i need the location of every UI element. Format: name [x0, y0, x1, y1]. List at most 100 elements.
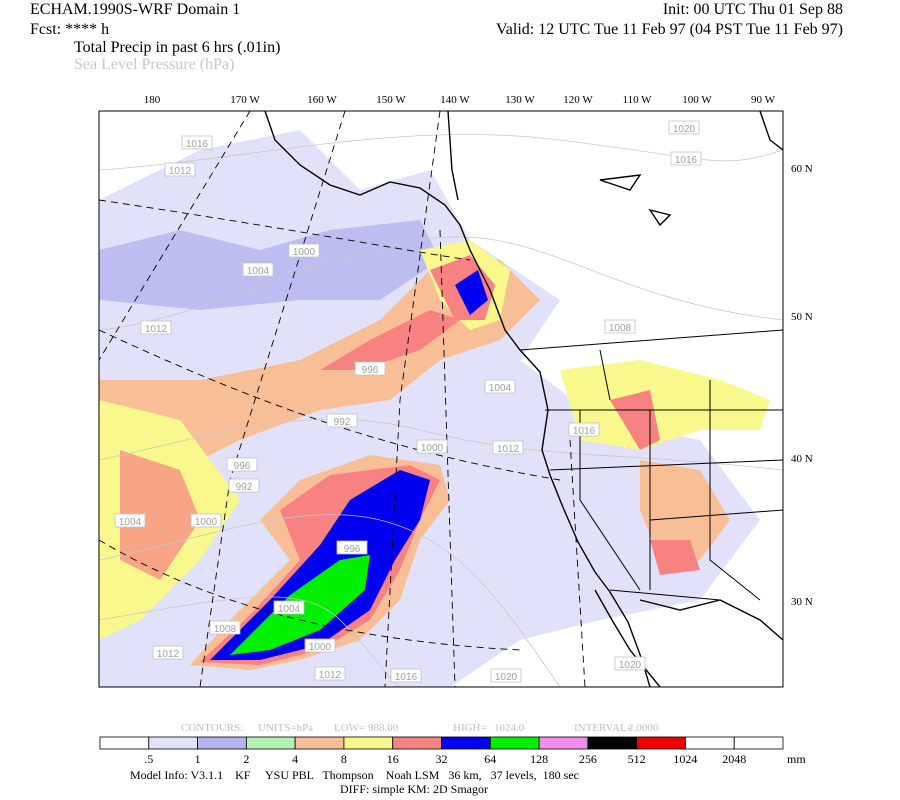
- colorbar-box: [685, 736, 735, 750]
- pressure-label: 1016: [675, 155, 698, 166]
- pressure-label: 1020: [619, 660, 642, 671]
- pressure-label: 1012: [169, 166, 192, 177]
- pressure-label: 1016: [395, 672, 418, 683]
- colorbar-label: 512: [628, 752, 646, 766]
- colorbar-box: [538, 736, 589, 750]
- pressure-label-box: [228, 478, 260, 493]
- colorbar-label: 256: [579, 752, 597, 766]
- pressure-label: 1020: [673, 124, 696, 135]
- colorbar-box: [245, 736, 296, 750]
- pressure-label: 1020: [495, 672, 518, 683]
- pressure-label: 996: [234, 461, 251, 472]
- colorbar-box: [294, 736, 345, 750]
- colorbar-box: [733, 736, 784, 750]
- pressure-label-box: [416, 439, 448, 454]
- colorbar-label: 16: [387, 752, 399, 766]
- pressure-label-box: [390, 668, 422, 683]
- longitude-label: 110 W: [622, 94, 652, 106]
- valid-time: Valid: 12 UTC Tue 11 Feb 97 (04 PST Tue …: [496, 21, 843, 38]
- title: ECHAM.1990S-WRF Domain 1: [30, 1, 240, 18]
- colorbar-box: [197, 736, 247, 750]
- colorbar-label: 32: [436, 752, 448, 766]
- colorbar: .5 1 2 4 8 16 32 64 128 256 512 1024 2048 mm: [99, 736, 806, 766]
- contour-info: CONTOURS: UNITS=hPa LOW= 988.00 HIGH= 10…: [181, 722, 659, 734]
- pressure-label: 1000: [421, 443, 444, 454]
- diff-info: DIFF: simple KM: 2D Smagor: [340, 782, 488, 796]
- contour-info: HIGH=: [453, 722, 487, 734]
- pressure-label-box: [492, 440, 524, 455]
- pressure-label: 992: [334, 417, 351, 428]
- pressure-label-box: [490, 668, 522, 683]
- pressure-label: 1016: [573, 426, 596, 437]
- colorbar-box: [392, 736, 442, 750]
- longitude-label: 100 W: [682, 94, 712, 106]
- pressure-label-box: [288, 243, 320, 258]
- pressure-label-box: [326, 413, 358, 428]
- isobars: [99, 134, 783, 687]
- pressure-label-box: [164, 162, 196, 177]
- longitude-label: 170 W: [230, 94, 260, 106]
- pressure-label-box: [273, 600, 305, 615]
- colorbar-box: [148, 736, 198, 750]
- pressure-label-box: [114, 513, 146, 528]
- pressure-label: 1000: [293, 247, 316, 258]
- field-label: Total Precip in past 6 hrs (.01in): [74, 39, 280, 56]
- forecast-hour: Fcst: **** h: [30, 21, 109, 38]
- model-info: Model Info: V3.1.1 KF YSU PBL Thompson N…: [130, 768, 579, 782]
- pressure-label: 1012: [145, 324, 168, 335]
- colorbar-box: [343, 736, 394, 750]
- colorbar-label: 2: [243, 752, 249, 766]
- colorbar-box: [636, 736, 686, 750]
- contour-info: 1024.0: [494, 722, 525, 734]
- pressure-label: 1008: [609, 323, 632, 334]
- colorbar-label: 128: [530, 752, 548, 766]
- pressure-label: 1012: [319, 670, 342, 681]
- contour-info: UNITS=hPa: [258, 722, 313, 734]
- pressure-label-box: [190, 513, 222, 528]
- colorbar-box: [441, 736, 491, 750]
- map: 1020 1016 1016 1012 1000 1004 1012 1008 996 1004 9…: [99, 111, 783, 687]
- pressure-label: 1000: [195, 517, 218, 528]
- pressure-label: 992: [236, 482, 253, 493]
- pressure-label: 1004: [247, 266, 270, 277]
- contour-info: 2.0000: [628, 722, 659, 734]
- pressure-label: 1016: [186, 139, 209, 150]
- map-frame: [98, 110, 784, 688]
- contour-info: CONTOURS:: [181, 722, 243, 734]
- latitude-label: 30 N: [791, 596, 813, 608]
- field-label: Sea Level Pressure (hPa): [74, 56, 234, 73]
- longitude-label: 150 W: [376, 94, 406, 106]
- pressure-label-box: [614, 656, 646, 671]
- longitude-label: 140 W: [440, 94, 470, 106]
- pressure-label: 996: [344, 544, 361, 555]
- colorbar-label: 64: [484, 752, 496, 766]
- pressure-label-box: [314, 666, 346, 681]
- pressure-label-box: [226, 457, 258, 472]
- pressure-label-box: [140, 320, 172, 335]
- colorbar-label: 4: [292, 752, 298, 766]
- pressure-label: 1008: [214, 624, 237, 635]
- longitude-label: 120 W: [563, 94, 593, 106]
- colorbar-label: .5: [144, 752, 153, 766]
- colorbar-unit: mm: [787, 752, 806, 766]
- pressure-label: 1012: [497, 444, 520, 455]
- pressure-label-box: [668, 120, 700, 135]
- pressure-label: 1004: [278, 604, 301, 615]
- longitude-label: 90 W: [751, 94, 776, 106]
- latitude-label: 50 N: [791, 311, 813, 323]
- colorbar-box: [587, 736, 638, 750]
- pressure-label-box: [304, 638, 336, 653]
- pressure-label-box: [336, 540, 368, 555]
- longitude-label: 130 W: [505, 94, 535, 106]
- colorbar-label: 1024: [673, 752, 697, 766]
- pressure-label-box: [568, 422, 600, 437]
- pressure-label: 996: [362, 365, 379, 376]
- init-time: Init: 00 UTC Thu 01 Sep 88: [663, 1, 843, 18]
- colorbar-label: 1: [195, 752, 201, 766]
- pressure-label: 1004: [119, 517, 142, 528]
- colorbar-label: 8: [341, 752, 347, 766]
- pressure-labels: 1020 1016 1016 1012 1000 1004 1012 1008 996 1004 9…: [114, 120, 702, 683]
- colorbar-box: [99, 736, 150, 750]
